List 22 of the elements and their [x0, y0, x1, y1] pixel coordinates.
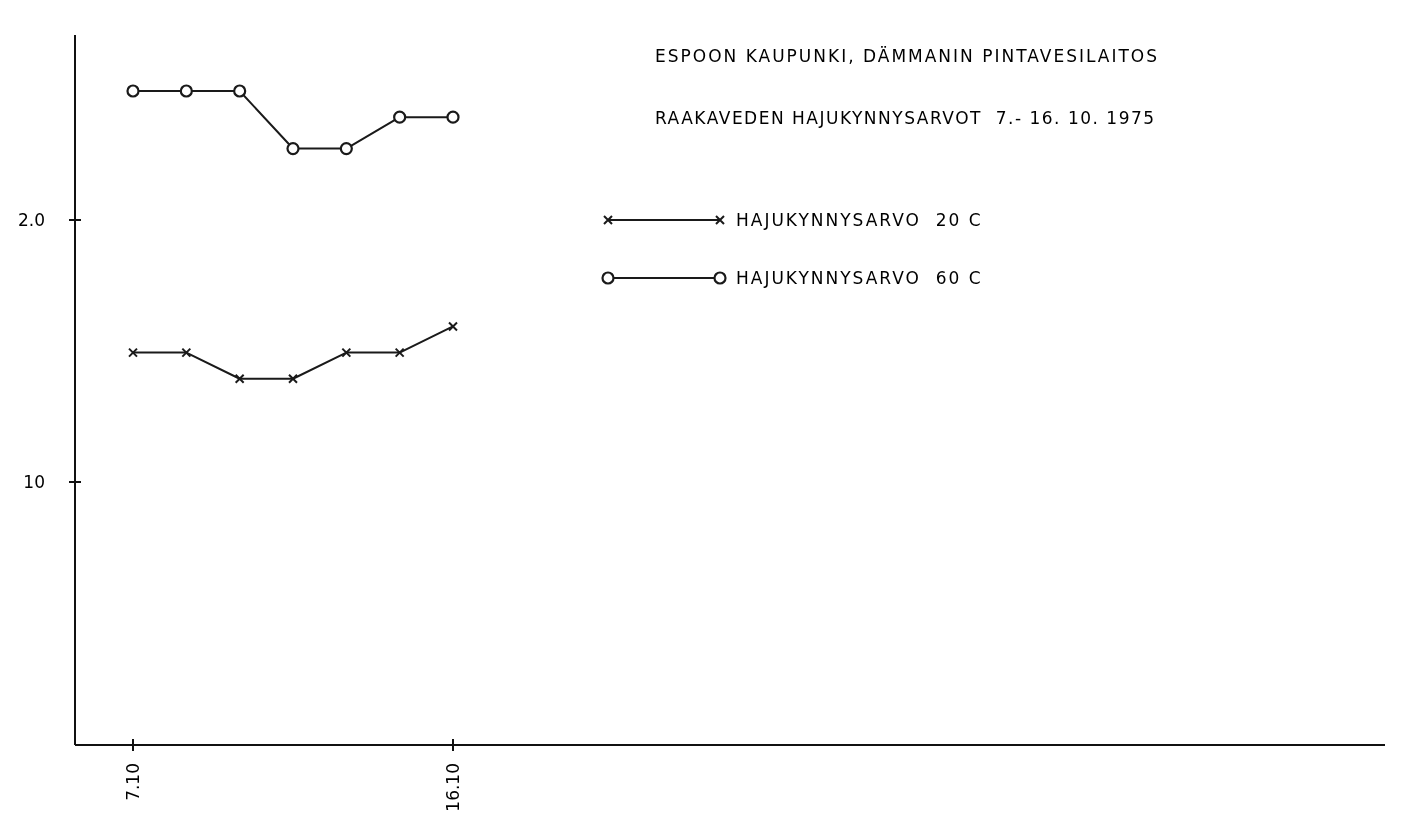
point [181, 347, 192, 358]
text: 10 [23, 471, 45, 492]
point [341, 347, 352, 358]
point [339, 141, 353, 156]
text: RAAKAVEDEN HAJUKYNNYSARVOT 7.- 16. 10. 1975 [655, 108, 1156, 128]
point [126, 84, 140, 98]
point [393, 110, 407, 124]
point [179, 84, 193, 98]
point [448, 321, 458, 332]
point [234, 373, 245, 384]
point [233, 84, 247, 98]
point [288, 373, 298, 384]
point [286, 141, 300, 156]
x-tick-label: 7.10 [122, 763, 143, 801]
point [128, 347, 138, 358]
legend-label: HAJUKYNNYSARVO 20 C [736, 209, 983, 230]
point [394, 347, 405, 358]
legend-label: HAJUKYNNYSARVO 60 C [736, 267, 983, 288]
x-tick-label: 16.10 [442, 763, 463, 812]
point [446, 110, 460, 124]
text: ESPOON KAUPUNKI, DÄMMANIN PINTAVESILAITOS [655, 46, 1160, 66]
text: 2.0 [17, 209, 45, 230]
